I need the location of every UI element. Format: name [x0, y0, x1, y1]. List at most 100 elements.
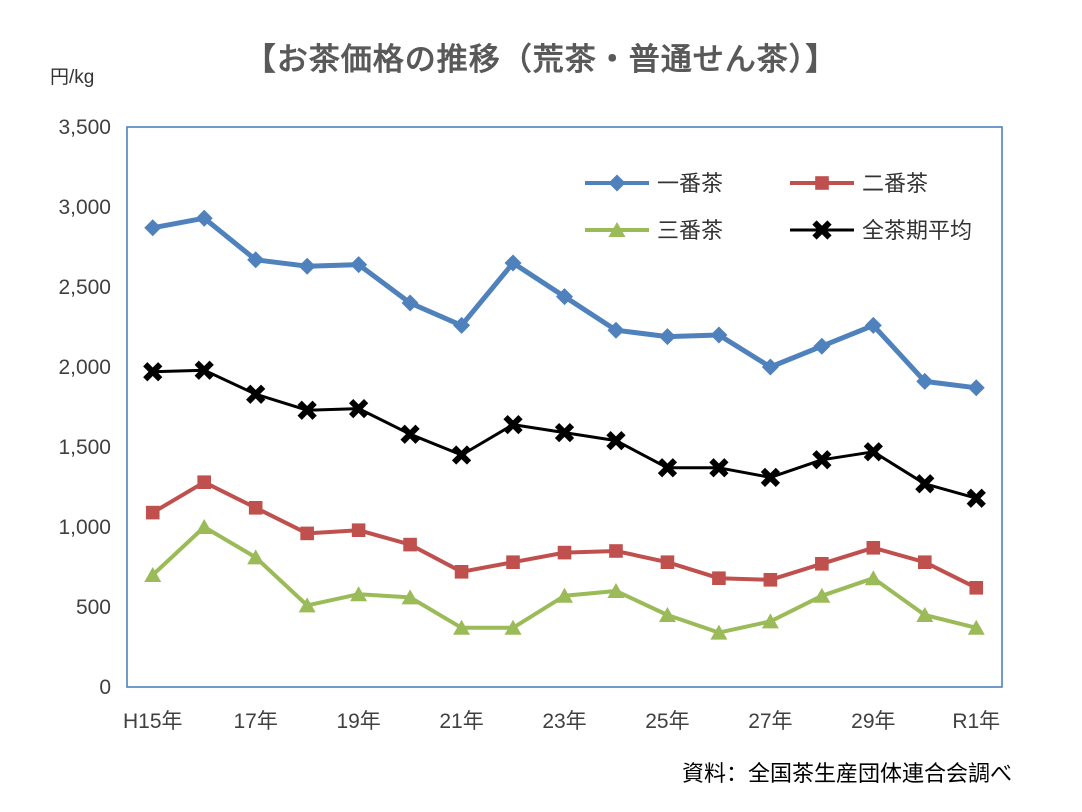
x-marker	[915, 474, 935, 494]
square-marker	[454, 565, 469, 579]
triangle-marker	[504, 619, 522, 635]
square-marker	[197, 475, 212, 489]
diamond-marker	[350, 256, 368, 274]
x-axis-tick-label: 19年	[336, 710, 380, 733]
square-marker	[609, 544, 623, 558]
series-line	[151, 480, 978, 590]
diamond-marker	[298, 257, 316, 275]
triangle-marker	[144, 567, 162, 582]
y-axis-tick-label: 1,000	[58, 516, 111, 539]
triangle-marker	[350, 586, 368, 602]
series-line	[151, 525, 977, 635]
diamond-marker	[967, 379, 985, 397]
y-axis-tick-label: 3,500	[58, 116, 111, 139]
triangle-marker	[967, 619, 985, 635]
triangle-marker	[916, 607, 934, 622]
diamond-marker	[144, 219, 162, 237]
x-marker	[194, 360, 214, 380]
series-一番茶	[144, 209, 985, 397]
square-marker	[969, 581, 984, 595]
diamond-marker	[608, 174, 626, 192]
triangle-marker	[298, 597, 316, 613]
y-axis-tick-label: 500	[76, 596, 111, 619]
square-marker	[506, 555, 520, 569]
x-marker	[812, 450, 832, 470]
diamond-marker	[658, 328, 676, 346]
x-axis-tick-label: 17年	[233, 710, 277, 733]
x-marker	[451, 445, 472, 465]
triangle-marker	[453, 619, 471, 635]
square-marker	[660, 555, 675, 569]
square-marker	[712, 571, 726, 585]
y-axis-tick-label: 0	[99, 676, 111, 699]
legend-label: 全茶期平均	[862, 218, 972, 243]
tea-price-line-chart: 0 500 1,000 1,500 2,000 2,500 3,000 3,500 H15年 17…	[58, 116, 1003, 733]
diamond-marker	[401, 294, 419, 312]
square-marker	[763, 573, 778, 587]
legend-label: 一番茶	[657, 171, 723, 196]
x-marker	[760, 467, 781, 488]
x-axis-tick-label: 23年	[542, 710, 586, 733]
x-marker	[503, 414, 523, 435]
triangle-marker	[761, 613, 779, 629]
x-marker	[246, 384, 266, 404]
legend-item-一番茶: 一番茶	[585, 171, 723, 196]
x-axis-tick-label: R1年	[952, 710, 1000, 733]
x-marker	[657, 458, 678, 478]
x-marker	[400, 424, 420, 444]
triangle-marker	[658, 607, 676, 622]
square-marker	[917, 555, 932, 569]
square-marker	[248, 501, 263, 515]
x-marker	[709, 458, 729, 478]
triangle-marker	[247, 549, 265, 565]
x-axis-tick-label: 27年	[748, 710, 792, 733]
y-axis-tick-label: 1,500	[58, 436, 111, 459]
x-marker	[812, 220, 832, 240]
y-axis-tick-label: 2,500	[58, 276, 111, 299]
square-marker	[351, 523, 366, 537]
x-marker	[348, 398, 369, 419]
legend-item-全茶期平均: 全茶期平均	[790, 218, 972, 243]
legend-item-二番茶: 二番茶	[790, 171, 928, 196]
series-三番茶	[144, 519, 985, 640]
diamond-marker	[761, 358, 779, 376]
legend-label: 二番茶	[862, 171, 928, 196]
triangle-marker	[710, 624, 728, 640]
triangle-marker	[195, 519, 213, 534]
triangle-marker	[813, 587, 831, 603]
x-marker	[966, 488, 986, 508]
triangle-marker	[864, 570, 882, 586]
legend-item-三番茶: 三番茶	[585, 218, 723, 243]
diamond-marker	[195, 209, 213, 227]
square-marker	[815, 557, 829, 571]
triangle-marker	[556, 587, 573, 603]
x-marker	[297, 400, 317, 420]
square-marker	[815, 176, 829, 190]
source-note: 資料：全国茶生産団体連合会調べ	[681, 761, 1012, 786]
diamond-marker	[916, 372, 934, 390]
x-axis-tick-label: H15年	[123, 710, 183, 733]
x-axis-tick-label: 21年	[439, 710, 483, 733]
chart-title: 【お茶価格の推移（荒茶・普通せん茶）】	[244, 42, 838, 77]
diamond-marker	[556, 288, 573, 306]
diamond-marker	[813, 337, 831, 355]
x-marker	[143, 362, 163, 382]
plot-border	[126, 126, 1003, 688]
x-axis-tick-label: 25年	[645, 710, 689, 733]
x-marker	[863, 442, 883, 462]
triangle-marker	[401, 589, 419, 605]
x-axis-tick-label: 29年	[851, 710, 895, 733]
diamond-marker	[247, 251, 265, 269]
diamond-marker	[607, 321, 625, 339]
y-axis-unit-label: 円/kg	[50, 67, 95, 88]
diamond-marker	[864, 316, 882, 334]
diamond-marker	[710, 326, 728, 344]
square-marker	[557, 545, 572, 560]
square-marker	[866, 541, 881, 555]
square-marker	[403, 537, 417, 552]
y-axis-tick-label: 2,000	[58, 356, 111, 379]
square-marker	[145, 505, 160, 520]
square-marker	[300, 526, 314, 541]
x-marker	[606, 430, 626, 451]
legend-label: 三番茶	[657, 218, 723, 243]
